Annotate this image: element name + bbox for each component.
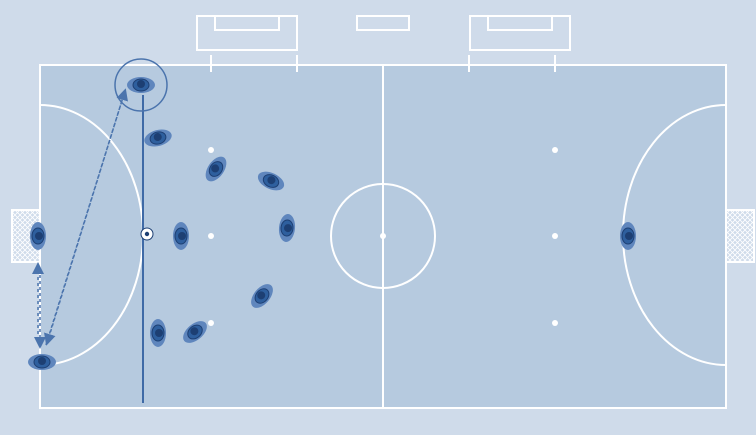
movement-arrows	[32, 88, 128, 349]
substitution-zones	[196, 15, 571, 51]
ball	[140, 227, 154, 241]
highlight-circle	[114, 58, 168, 112]
